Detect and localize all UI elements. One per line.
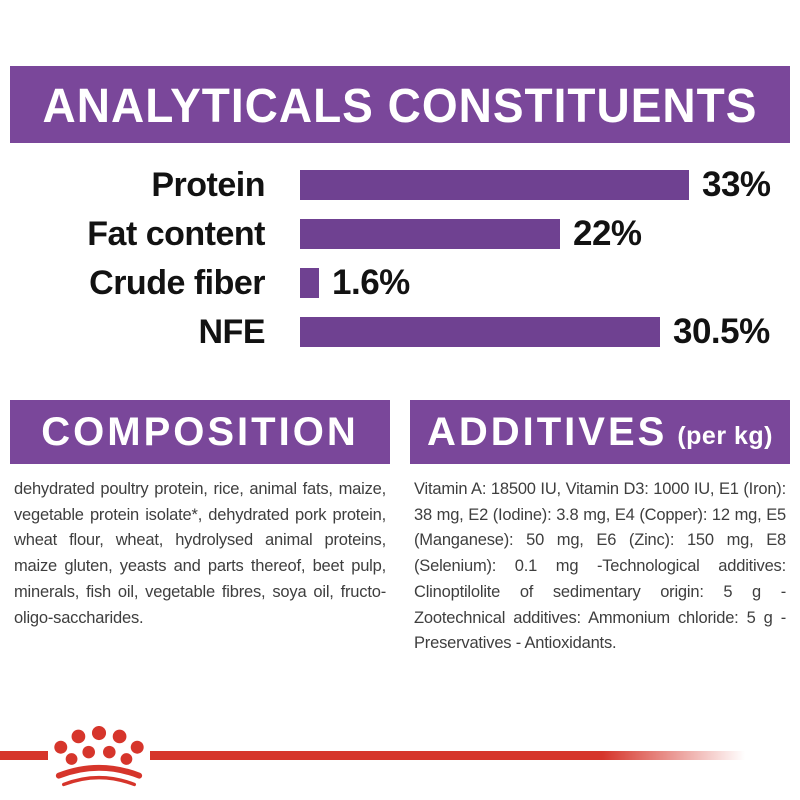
- bar: [300, 317, 660, 347]
- chart-row: Crude fiber 1.6%: [0, 263, 800, 302]
- bar: [300, 219, 560, 249]
- bar-value: 22%: [573, 214, 642, 253]
- analyticals-chart: Protein 33% Fat content 22% Crude fiber …: [0, 165, 800, 366]
- chart-row: Protein 33%: [0, 165, 800, 204]
- brand-line-right: [150, 751, 745, 760]
- additives-section: ADDITIVES (per kg) Vitamin A: 18500 IU, …: [410, 400, 790, 657]
- additives-header-banner: ADDITIVES (per kg): [410, 400, 790, 464]
- bar-value: 33%: [702, 165, 771, 204]
- royal-canin-crown-logo: [54, 726, 144, 787]
- composition-text: dehydrated poultry protein, rice, animal…: [14, 480, 386, 627]
- bar-value: 1.6%: [332, 263, 410, 302]
- info-columns: COMPOSITION dehydrated poultry protein, …: [10, 400, 790, 657]
- analyticals-title: ANALYTICALS CONSTITUENTS: [42, 77, 758, 132]
- composition-section: COMPOSITION dehydrated poultry protein, …: [10, 400, 390, 657]
- bar-value: 30.5%: [673, 312, 770, 351]
- bar-label: Crude fiber: [89, 263, 265, 302]
- additives-title-suffix: (per kg): [677, 421, 774, 450]
- analyticals-header-banner: ANALYTICALS CONSTITUENTS: [10, 66, 790, 143]
- bar: [300, 268, 319, 298]
- chart-row: NFE 30.5%: [0, 312, 800, 351]
- bar-label: NFE: [198, 312, 266, 351]
- bar-label: Fat content: [87, 214, 265, 253]
- composition-header-banner: COMPOSITION: [10, 400, 390, 464]
- bar-label: Protein: [151, 165, 265, 204]
- chart-row: Fat content 22%: [0, 214, 800, 253]
- composition-title: COMPOSITION: [41, 409, 359, 454]
- brand-line-left: [0, 751, 48, 760]
- bar: [300, 170, 689, 200]
- additives-text: Vitamin A: 18500 IU, Vitamin D3: 1000 IU…: [414, 480, 786, 653]
- additives-title: ADDITIVES: [426, 409, 668, 454]
